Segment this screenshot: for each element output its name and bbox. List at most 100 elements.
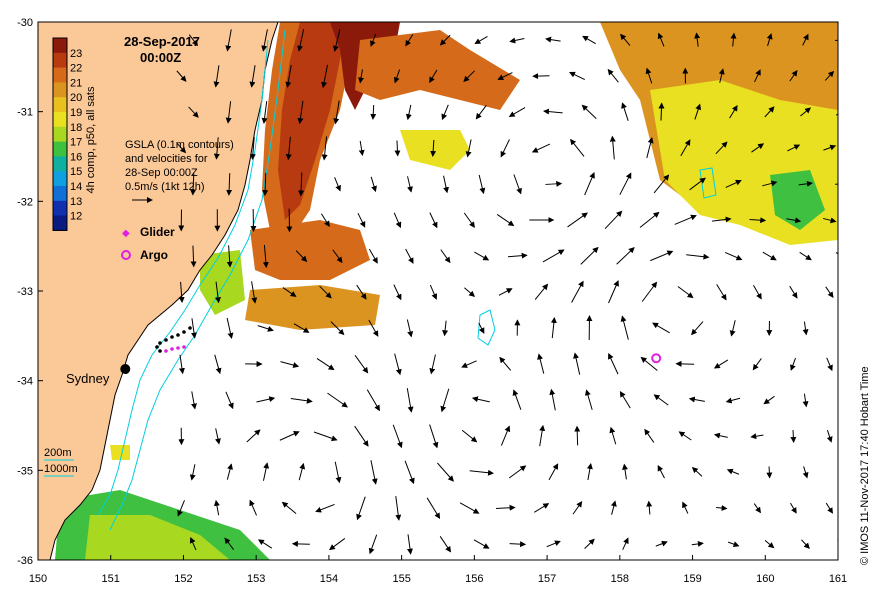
velocity-arrow [405, 104, 412, 121]
colorbar-tick-label: 18 [70, 122, 82, 134]
velocity-arrow [652, 322, 670, 334]
velocity-arrow [840, 322, 843, 334]
velocity-arrows [176, 28, 843, 555]
velocity-arrow [394, 140, 401, 157]
colorbar-tick-label: 23 [70, 48, 82, 60]
colorbar-tick-label: 12 [70, 211, 82, 223]
colorbar-label: 4h comp, p50, all sats [85, 86, 97, 194]
velocity-arrow [752, 358, 762, 371]
depth-200-label: 200m [44, 447, 72, 459]
velocity-arrow [354, 425, 369, 447]
velocity-arrow [332, 28, 341, 52]
colorbar-swatch [53, 200, 67, 217]
velocity-arrow [764, 540, 775, 549]
velocity-arrow [497, 72, 513, 80]
colorbar: 23 22 21 20 19 18 17 16 15 14 13 12 [52, 37, 82, 231]
map-time: 00:00Z [140, 50, 181, 65]
velocity-arrow [356, 496, 366, 521]
x-tick-label: 150 [29, 573, 47, 585]
velocity-arrow [214, 354, 222, 375]
velocity-arrow [297, 29, 305, 52]
velocity-arrow [256, 396, 276, 403]
velocity-arrow [406, 388, 414, 413]
velocity-arrow [405, 34, 414, 47]
velocity-arrow [694, 32, 701, 47]
velocity-arrow [749, 217, 767, 224]
velocity-arrow [653, 174, 670, 194]
velocity-arrow [798, 180, 813, 187]
velocity-arrow [657, 32, 665, 47]
velocity-arrow [393, 69, 401, 84]
velocity-arrow [716, 505, 728, 512]
velocity-arrow [439, 536, 452, 553]
velocity-arrow [570, 138, 585, 157]
y-tick-label: -36 [17, 555, 33, 567]
velocity-arrow [368, 319, 379, 337]
velocity-arrow [534, 283, 549, 300]
velocity-arrow [473, 539, 490, 549]
x-tick-label: 157 [538, 573, 556, 585]
velocity-arrow [585, 389, 593, 410]
velocity-arrow [542, 249, 565, 263]
x-tick-label: 160 [756, 573, 774, 585]
velocity-arrow [545, 180, 563, 187]
velocity-arrow [429, 212, 438, 229]
x-tick-label: 152 [174, 573, 192, 585]
velocity-arrow [332, 249, 343, 264]
velocity-arrow [787, 144, 801, 152]
x-tick-label: 155 [392, 573, 410, 585]
velocity-arrow [262, 172, 269, 197]
velocity-arrow [475, 105, 487, 120]
gsla-line-3: 28-Sep 00:00Z [125, 167, 198, 179]
velocity-arrow [826, 357, 833, 372]
velocity-arrow [474, 251, 490, 261]
velocity-arrow [279, 431, 300, 441]
velocity-arrow [650, 250, 674, 262]
velocity-arrow [799, 251, 812, 261]
velocity-arrow [370, 460, 378, 485]
velocity-arrow [366, 389, 380, 412]
velocity-arrow [762, 180, 778, 187]
argo-icon [121, 250, 131, 260]
velocity-arrow [789, 285, 798, 299]
velocity-arrow [801, 539, 810, 549]
velocity-arrow [713, 359, 729, 369]
velocity-arrow [474, 36, 488, 45]
velocity-arrow [459, 502, 480, 514]
velocity-arrow [609, 426, 617, 445]
velocity-arrow [357, 212, 366, 228]
velocity-arrow [441, 104, 449, 121]
colorbar-swatch [53, 171, 67, 187]
velocity-arrow [437, 462, 454, 482]
velocity-arrow [321, 136, 328, 161]
velocity-arrow [608, 352, 619, 375]
velocity-arrow [822, 217, 837, 224]
glider-point [182, 345, 186, 349]
velocity-arrow [688, 396, 705, 403]
velocity-arrow [691, 540, 704, 547]
map-date: 28-Sep-2017 [124, 34, 200, 49]
velocity-arrow [334, 461, 342, 484]
velocity-arrow [463, 70, 476, 83]
velocity-arrow [572, 501, 583, 515]
colorbar-tick-label: 20 [70, 92, 82, 104]
velocity-arrow [177, 500, 185, 517]
colorbar-tick-label: 19 [70, 107, 82, 119]
velocity-arrow [604, 210, 623, 230]
velocity-arrow [753, 285, 762, 300]
velocity-arrow [290, 397, 313, 404]
velocity-arrow [334, 177, 341, 192]
y-tick-label: -35 [17, 465, 33, 477]
isobath-seamount [477, 309, 496, 346]
velocity-arrow [802, 33, 809, 46]
velocity-arrow [581, 104, 597, 119]
velocity-arrow [790, 502, 797, 514]
glider-point [158, 349, 162, 353]
velocity-arrow [621, 102, 629, 121]
velocity-arrow [226, 463, 233, 480]
velocity-arrow [370, 33, 377, 47]
velocity-arrow [790, 357, 796, 371]
velocity-arrow [191, 318, 197, 339]
colorbar-swatch [53, 38, 67, 54]
velocity-arrow [500, 139, 510, 158]
